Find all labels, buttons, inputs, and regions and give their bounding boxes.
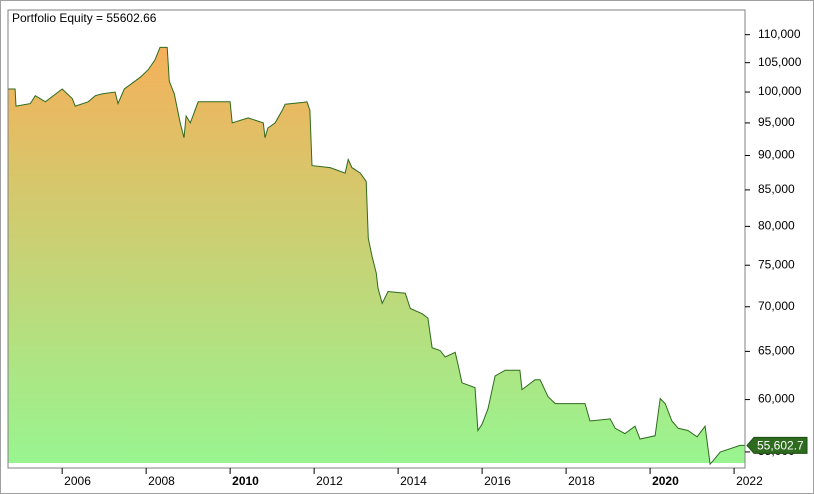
y-tick-label: 70,000: [758, 299, 795, 313]
y-tick-label: 80,000: [758, 219, 795, 233]
y-tick-label: 110,000: [758, 27, 801, 41]
x-tick-label: 2012: [316, 474, 343, 488]
x-tick-label: 2008: [148, 474, 175, 488]
y-tick-label: 85,000: [758, 182, 795, 196]
last-value-tag: [746, 436, 808, 454]
equity-line: [8, 46, 745, 466]
y-tick-label: 75,000: [758, 257, 795, 271]
x-tick-label: 2010: [232, 474, 259, 488]
x-tick-label: 2014: [400, 474, 427, 488]
x-tick-label: 2016: [484, 474, 511, 488]
x-tick-label: 2018: [568, 474, 595, 488]
x-tick-label: 2006: [64, 474, 91, 488]
equity-area: [8, 47, 745, 465]
x-tick-label: 2020: [652, 474, 679, 488]
y-tick-label: 95,000: [758, 115, 795, 129]
y-tick-label: 100,000: [758, 84, 802, 98]
chart-title: Portfolio Equity = 55602.66: [12, 11, 157, 25]
x-tick-label: 2022: [736, 474, 763, 488]
y-tick-label: 65,000: [758, 344, 795, 358]
last-value-label: 55,602.7: [757, 439, 804, 453]
y-tick-label: 60,000: [758, 392, 795, 406]
y-tick-label: 90,000: [758, 148, 795, 162]
plot-frame: [7, 9, 746, 469]
y-tick-label: 105,000: [758, 55, 802, 69]
